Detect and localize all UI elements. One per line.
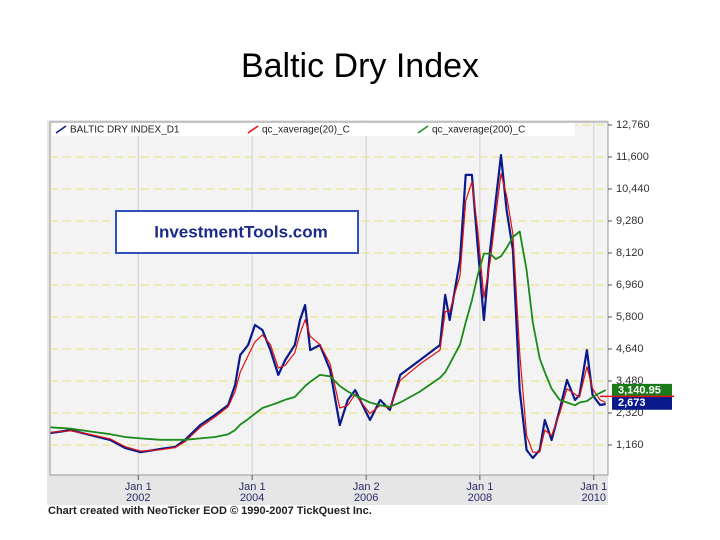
- legend-label: qc_xaverage(200)_C: [432, 125, 525, 136]
- y-tick-label: 4,640: [616, 343, 644, 355]
- y-tick-label: 1,160: [616, 439, 644, 451]
- footer: Chart created with NeoTicker EOD © 1990-…: [48, 505, 372, 517]
- legend-box: [52, 123, 575, 136]
- legend-swatch: [247, 125, 259, 134]
- watermark: InvestmentTools.com: [154, 222, 328, 241]
- y-tick-label: 10,440: [616, 183, 650, 195]
- legend-swatch: [55, 125, 67, 134]
- y-tick-label: 6,960: [616, 279, 644, 291]
- watermark-box: [115, 210, 359, 254]
- y-tick-label: 2,320: [616, 407, 644, 419]
- series-line: [50, 230, 607, 441]
- x-tick-label: Jan 2: [353, 481, 380, 493]
- x-tick-label: Jan 1: [125, 481, 152, 493]
- value-tag: [612, 396, 672, 410]
- legend-swatch: [417, 125, 429, 134]
- x-tick-year: 2002: [126, 492, 150, 504]
- value-tag-label: 3,140.95: [618, 384, 661, 396]
- x-tick-label: Jan 1: [466, 481, 493, 493]
- value-tag-label: 2,673: [618, 397, 646, 409]
- y-tick-label: 8,120: [616, 247, 644, 259]
- value-tag: [612, 383, 672, 397]
- x-tick-year: 2010: [582, 492, 606, 504]
- legend-label: qc_xaverage(20)_C: [262, 125, 350, 136]
- x-tick-year: 2008: [468, 492, 492, 504]
- y-tick-label: 9,280: [616, 215, 644, 227]
- x-tick-label: Jan 1: [239, 481, 266, 493]
- axis-panel: [608, 120, 690, 505]
- legend-label: BALTIC DRY INDEX_D1: [70, 125, 180, 136]
- y-tick-label: 11,600: [616, 151, 649, 163]
- y-tick-label: 5,800: [616, 311, 644, 323]
- slide-title: Baltic Dry Index: [241, 47, 479, 85]
- x-tick-year: 2006: [354, 492, 378, 504]
- y-tick-label: 12,760: [616, 119, 650, 131]
- x-tick-label: Jan 1: [580, 481, 607, 493]
- x-tick-year: 2004: [240, 492, 264, 504]
